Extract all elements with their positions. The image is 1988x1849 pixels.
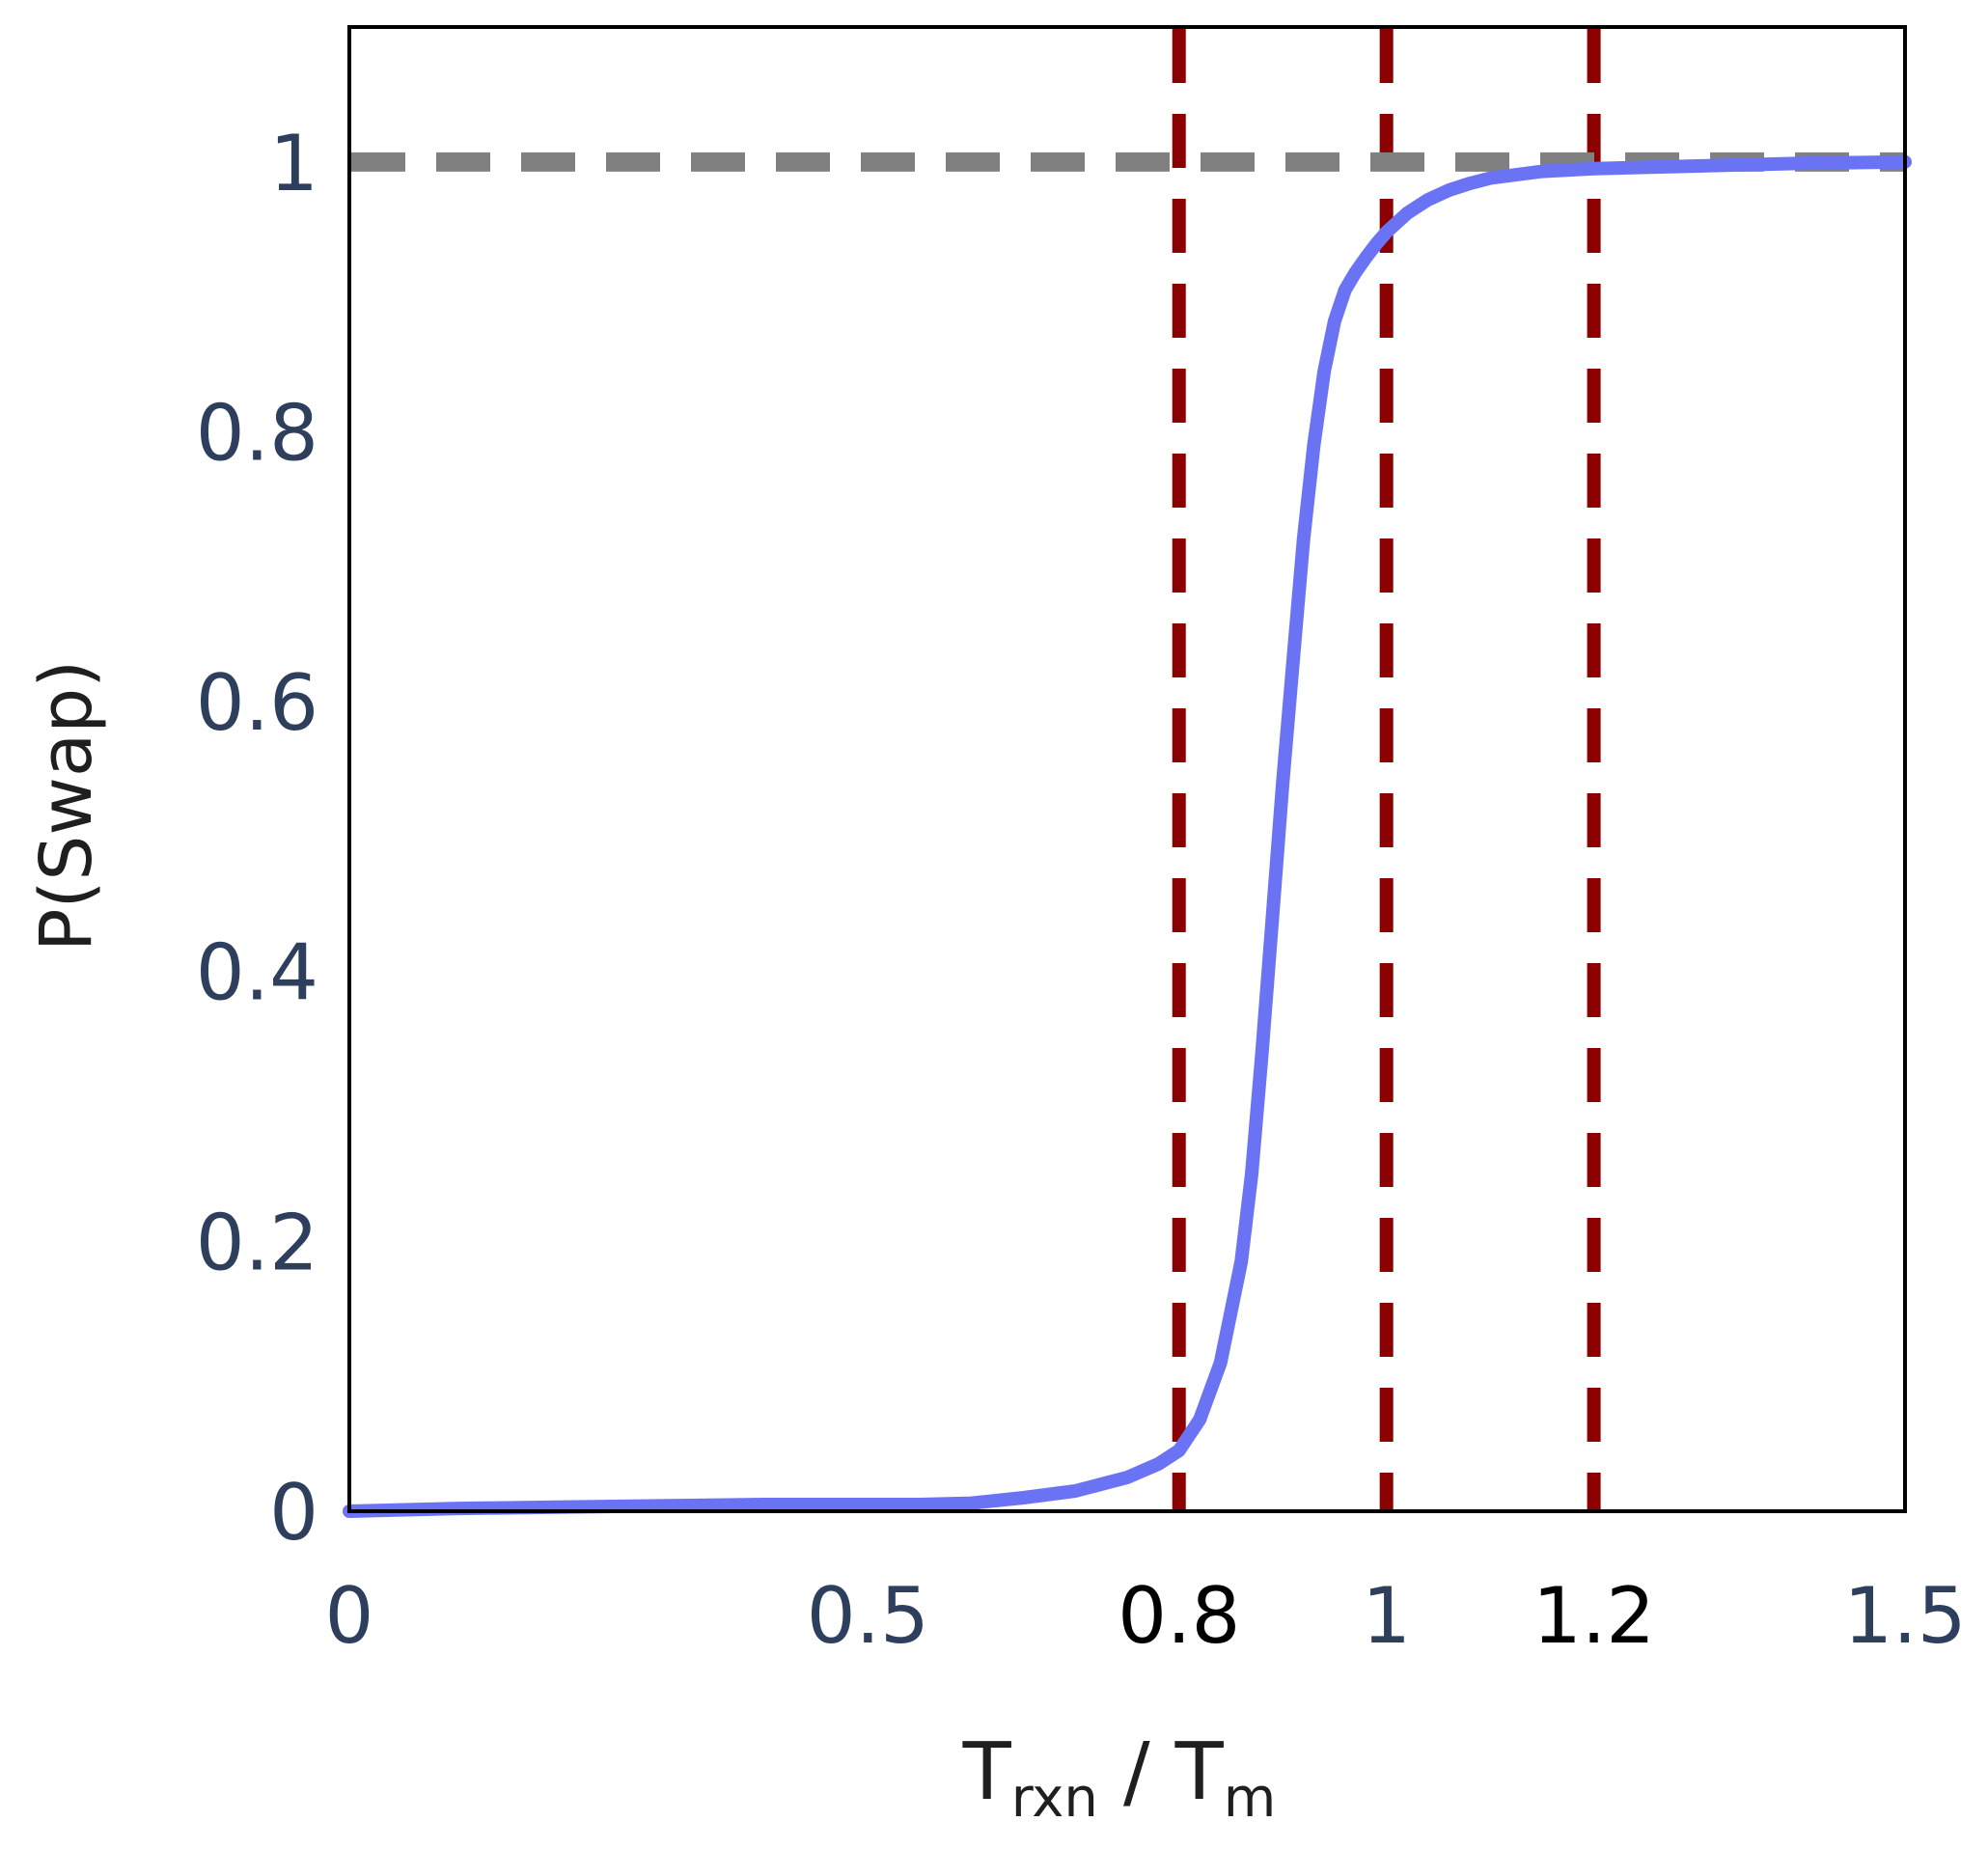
x-axis-label-main2: T <box>1174 1726 1225 1818</box>
y-tick-labels: 0 0.2 0.4 0.6 0.8 1 <box>196 119 318 1558</box>
x-axis-label: Trxn / Tm <box>962 1726 1277 1830</box>
x-tick-label-3: 1 <box>1362 1571 1411 1661</box>
x-tick-label-1: 0.5 <box>807 1571 929 1661</box>
y-tick-label-0: 0 <box>269 1468 318 1558</box>
series-group <box>343 154 1912 1518</box>
x-tick-label-4: 1.2 <box>1532 1571 1655 1661</box>
y-tick-label-1: 0.2 <box>196 1198 318 1287</box>
x-tick-label-5: 1.5 <box>1843 1571 1966 1661</box>
x-tick-labels: 0 0.5 0.8 1 1.2 1.5 <box>325 1571 1967 1661</box>
plot-background <box>349 27 1905 1511</box>
plot-frame <box>347 25 1907 1513</box>
x-axis-label-sub1: rxn <box>1011 1767 1098 1830</box>
y-tick-label-5: 1 <box>269 119 318 208</box>
x-axis-label-main: T <box>962 1726 1012 1818</box>
y-tick-label-3: 0.6 <box>196 658 318 748</box>
y-axis-label: P(Swap) <box>25 660 108 952</box>
reference-vertical-lines <box>1172 29 1601 1509</box>
x-tick-label-2: 0.8 <box>1118 1571 1240 1661</box>
x-tick-label-0: 0 <box>325 1571 374 1661</box>
y-tick-label-4: 0.8 <box>196 388 318 478</box>
series-line-0 <box>343 154 1912 1518</box>
x-axis-label-sep: / <box>1098 1726 1175 1818</box>
y-tick-label-2: 0.4 <box>196 928 318 1018</box>
x-axis-label-sub2: m <box>1224 1767 1277 1830</box>
